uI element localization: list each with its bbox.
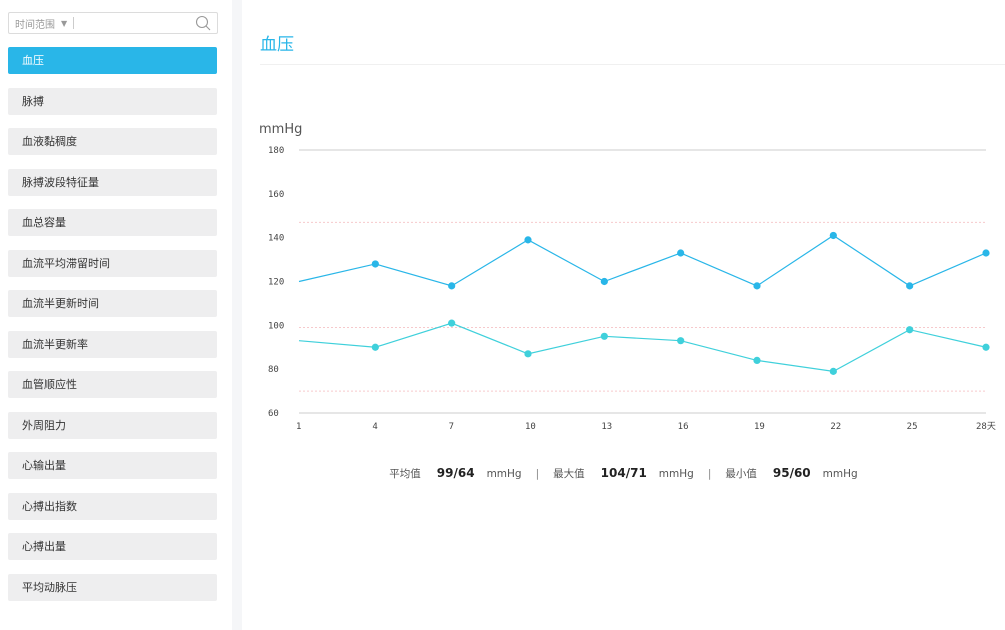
time-range-filter[interactable]: 时间范围 ▼ [8,12,218,34]
y-tick-label: 180 [268,146,284,156]
x-tick-label: 10 [525,422,536,432]
sidebar-item[interactable]: 血压 [8,47,217,74]
x-tick-label: 16 [678,422,689,432]
data-point [371,260,379,268]
y-tick-label: 100 [268,321,284,331]
data-point [753,356,761,364]
sidebar-divider [232,0,242,630]
sidebar-item[interactable]: 平均动脉压 [8,573,217,601]
y-tick-label: 60 [268,409,279,419]
y-tick-label: 160 [268,190,284,200]
sidebar-item[interactable]: 血总容量 [8,209,217,236]
data-point [906,326,914,334]
x-tick-label: 4 [372,422,377,432]
min-label: 最小值 [725,468,757,480]
x-tick-label: 7 [449,422,454,432]
data-point [829,231,837,240]
title-divider [260,64,1005,65]
sidebar-item[interactable]: 血流平均滞留时间 [8,249,217,277]
stats-summary: 平均值 99/64 mmHg | 最大值 104/71 mmHg | 最小值 95/60 mmHg [242,466,1005,481]
series-line [298,322,987,372]
main-panel: 血压 mmHg 180 160 140 120 100 80 60 1 4 7 10 13 16 19 22… [242,0,1005,630]
data-point [371,343,379,351]
x-tick-label: 13 [601,422,612,432]
x-tick-label: 25 [907,422,918,432]
y-tick-label: 120 [268,278,284,288]
data-point [448,319,456,327]
max-value: 104/71 [600,466,647,480]
y-axis-unit: mmHg [259,122,303,137]
filter-divider [73,17,75,29]
x-tick-label: 22 [830,422,841,432]
x-tick-label: 28天 [976,422,996,432]
avg-value: 99/64 [436,466,475,480]
data-point [600,277,608,286]
avg-unit: mmHg [486,468,522,480]
sidebar-item[interactable]: 血液黏稠度 [8,128,217,155]
sidebar-item[interactable]: 外周阻力 [8,411,217,439]
x-tick-label: 19 [754,422,765,432]
search-icon[interactable] [195,15,211,31]
sidebar: 时间范围 ▼ 血压脉搏血液黏稠度脉搏波段特征量 血总容量血流平均滞留时间 血流半更新… [0,0,232,630]
sidebar-item[interactable]: 脉搏波段特征量 [8,168,217,196]
stats-separator: | [707,468,712,480]
min-value: 95/60 [772,466,811,480]
max-unit: mmHg [658,468,694,480]
data-point [524,350,532,358]
page-title: 血压 [260,35,294,55]
data-point [753,282,761,290]
data-point [448,282,456,290]
avg-label: 平均值 [389,468,421,480]
data-point [600,332,608,340]
data-point [677,337,685,345]
y-tick-label: 140 [268,234,284,244]
data-point [982,343,990,351]
sidebar-item[interactable]: 心搏出指数 [8,492,217,520]
data-point [906,282,914,290]
data-point [829,367,837,375]
data-point [982,249,990,257]
x-tick-label: 1 [296,422,301,432]
time-range-label: 时间范围 [15,19,55,31]
series-line [298,234,987,287]
blood-pressure-chart: 180 160 140 120 100 80 60 1 4 7 10 13 16 19 22 25 28天 [268,146,996,432]
sidebar-item[interactable]: 血管顺应性 [8,371,217,398]
stats-separator: | [535,468,540,480]
metric-menu: 血压脉搏血液黏稠度脉搏波段特征量 血总容量血流平均滞留时间 血流半更新时间 血流半更新… [8,47,217,614]
max-label: 最大值 [553,468,585,480]
chevron-down-icon[interactable]: ▼ [61,18,68,28]
min-unit: mmHg [822,468,858,480]
sidebar-item[interactable]: 血流半更新时间 [8,290,217,317]
sidebar-item[interactable]: 心输出量 [8,452,217,479]
y-tick-label: 80 [268,365,279,375]
sidebar-item[interactable]: 血流半更新率 [8,330,217,358]
data-point [524,236,532,244]
sidebar-item[interactable]: 心搏出量 [8,533,217,560]
data-point [677,249,685,257]
sidebar-item[interactable]: 脉搏 [8,87,217,115]
